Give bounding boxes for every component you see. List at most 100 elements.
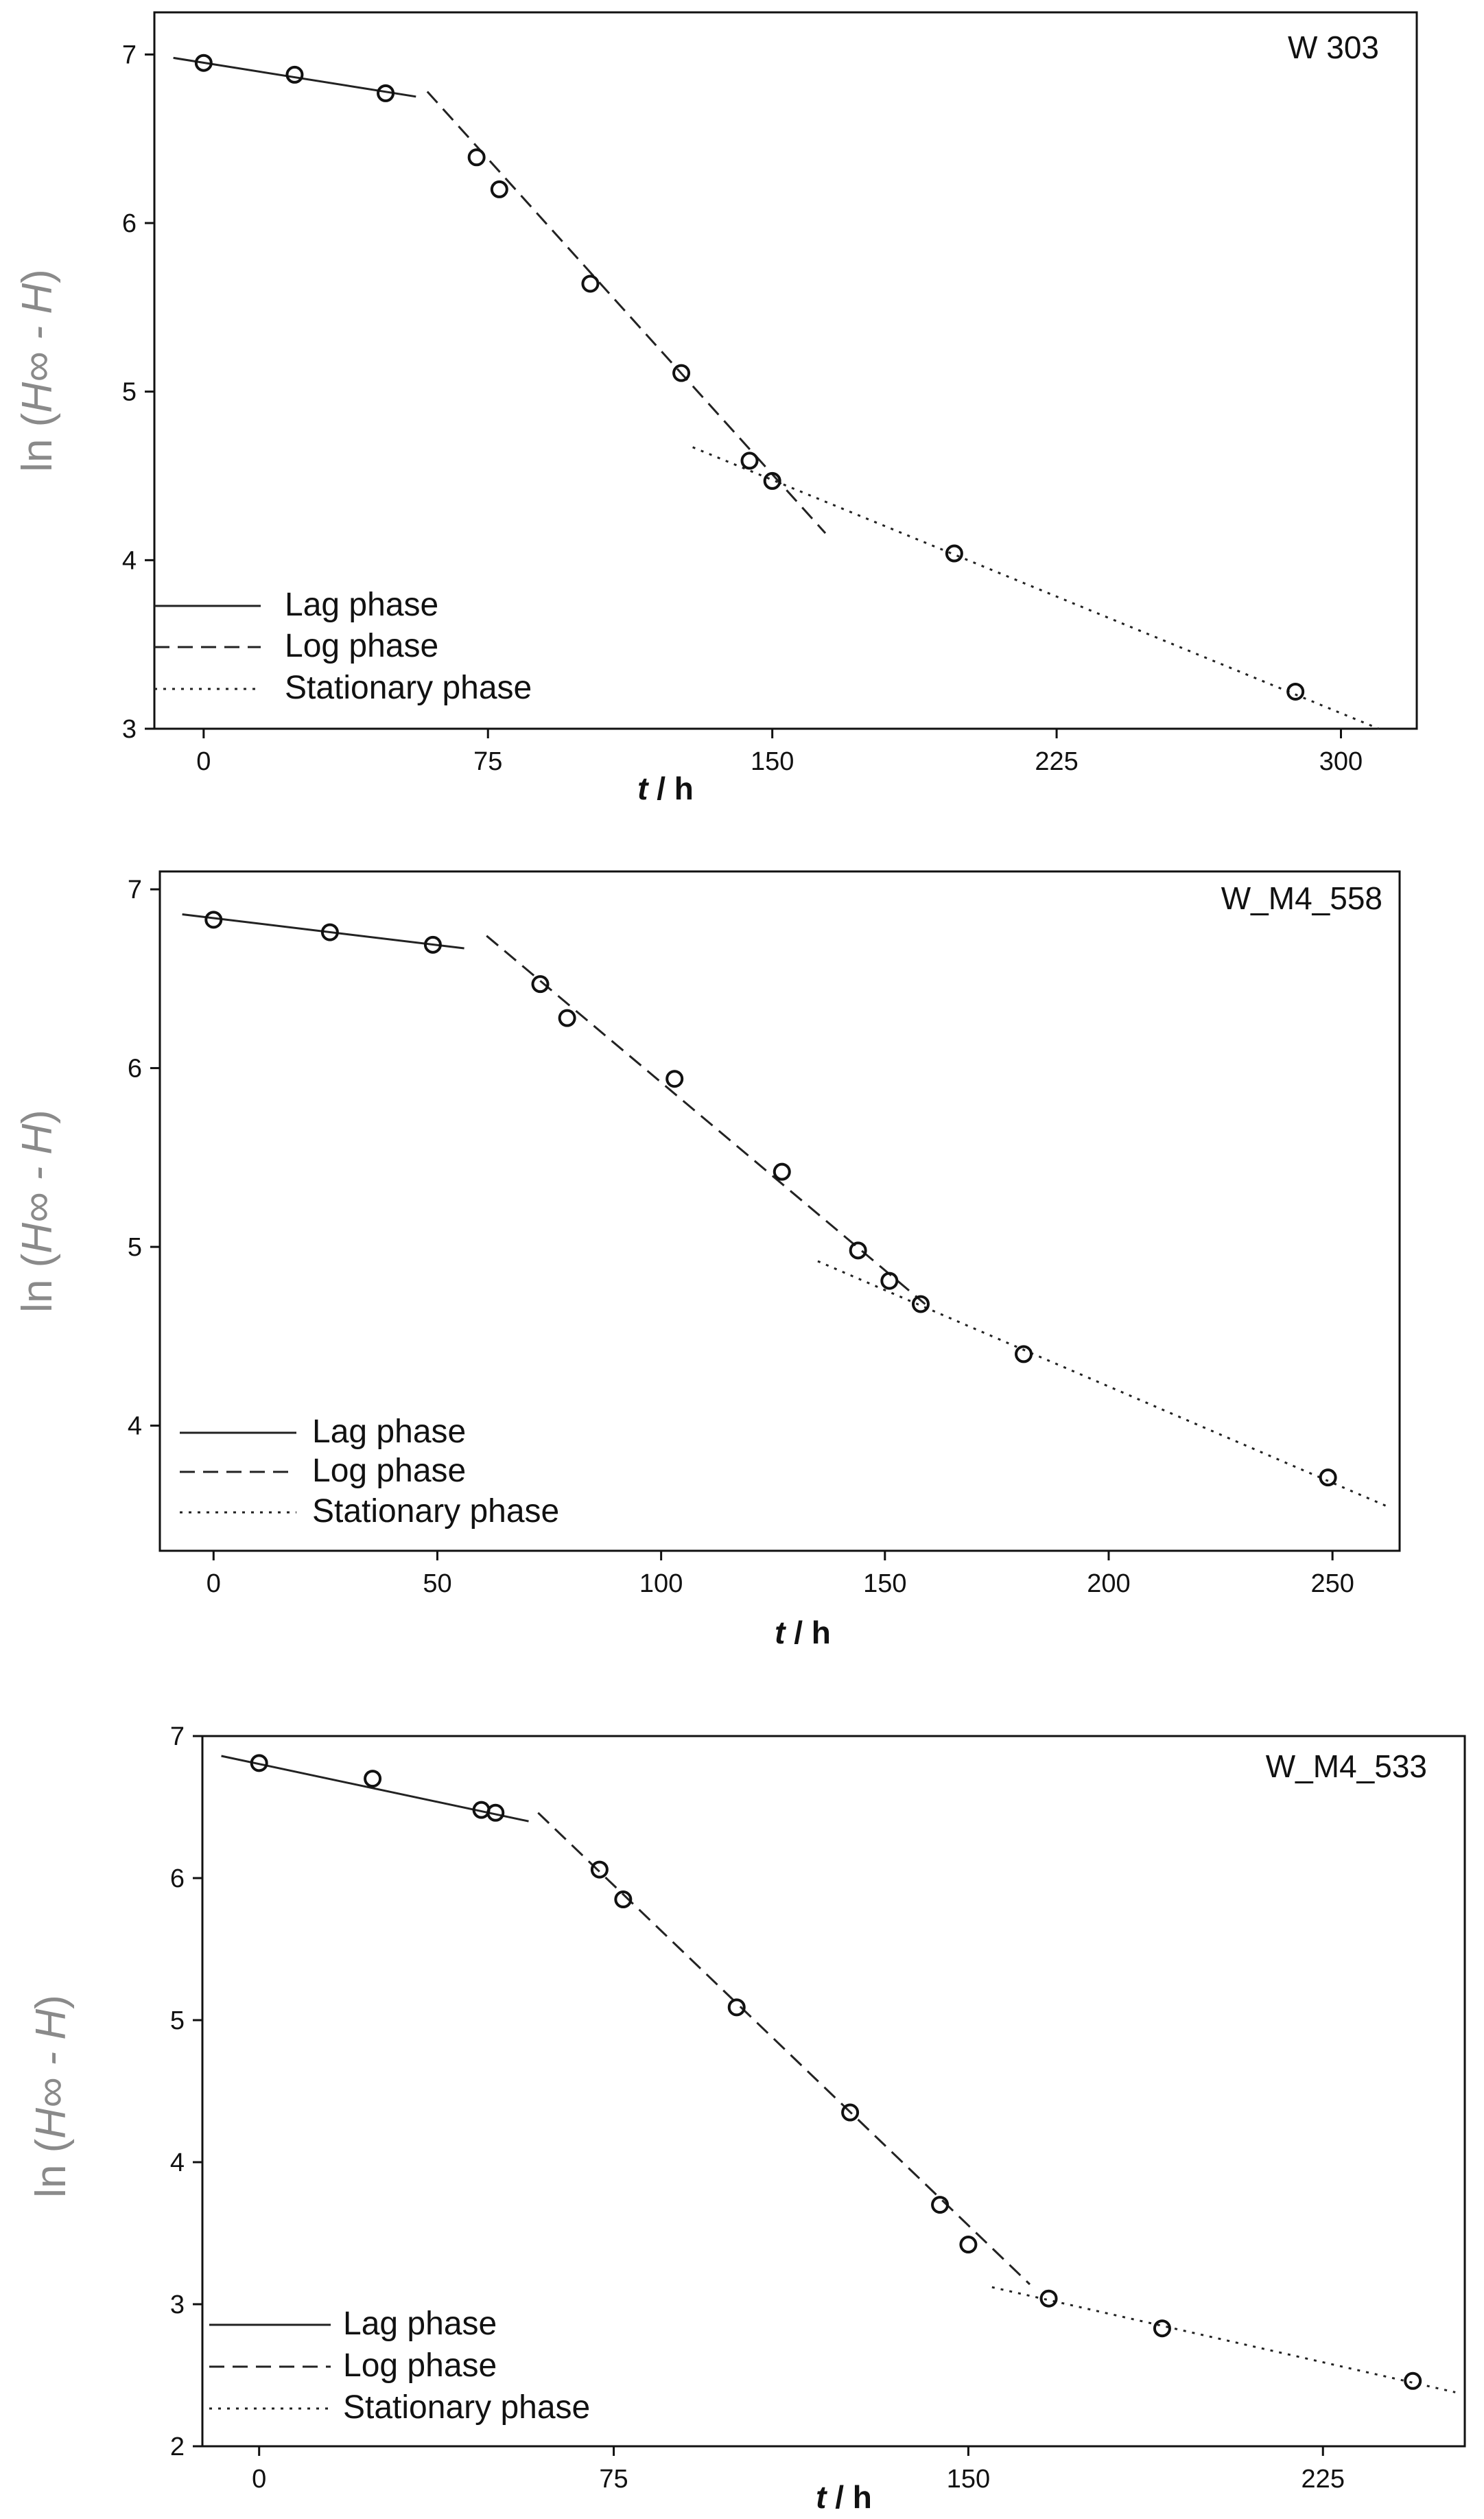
y-tick-label: 7 [122,40,137,69]
data-point [841,2103,860,2122]
y-axis-label: ln (H∞ - H) [14,269,61,472]
x-tick-label: 225 [1035,747,1078,776]
data-point [486,1803,505,1822]
legend-label-lag-phase: Lag phase [285,587,438,623]
legend-label-stationary-phase: Stationary phase [343,2389,590,2426]
y-axis-label-suffix: ) [27,1995,75,2009]
y-axis-label-suffix: ) [14,1110,61,1124]
data-point [194,54,213,72]
y-tick-label: 3 [170,2290,185,2319]
data-point [849,1241,867,1260]
x-axis-label-rest: / h [826,2479,871,2515]
x-tick-label: 0 [196,747,211,776]
x-tick-label: 150 [751,747,794,776]
x-axis-label-italic: t [816,2479,827,2515]
log-phase-fit-line [486,935,926,1305]
log-phase-fit-line [537,1812,1031,2286]
y-tick-label: 5 [128,1233,142,1262]
x-tick-label: 75 [599,2465,628,2494]
stationary-phase-fit-line [817,1260,1391,1509]
data-point [467,148,486,167]
data-point [590,1860,609,1879]
y-tick-label: 4 [122,546,137,575]
x-tick-label: 150 [863,1569,906,1598]
x-tick-label: 250 [1310,1569,1354,1598]
plot-frame [158,870,1401,1552]
y-axis-label-italic: H∞ - H [14,1124,61,1254]
x-axis-label: t / h [775,1615,831,1650]
y-axis-label-italic: H∞ - H [14,283,61,413]
data-point [666,1070,684,1088]
y-tick-label: 5 [170,2006,185,2035]
data-point [911,1295,930,1313]
data-point [423,935,442,954]
data-point [614,1890,633,1909]
stationary-phase-fit-line [991,2286,1456,2393]
x-axis-label-rest: / h [648,771,693,806]
y-tick-label: 3 [122,715,137,744]
chart-w-m4-533: 0 75 150 225 2 3 4 5 6 7 W_M4_533 Lag phase Log phas… [27,1722,1466,2515]
y-axis-label: ln (H∞ - H) [27,1995,75,2198]
data-point [945,544,963,563]
x-tick-label: 50 [423,1569,451,1598]
y-tick-label: 4 [128,1412,142,1441]
y-tick-label: 7 [128,876,142,904]
data-point [204,911,223,929]
legend-label-stationary-phase: Stationary phase [312,1493,559,1530]
data-point [377,84,395,102]
legend-label-log-phase: Log phase [312,1453,466,1489]
legend-label-log-phase: Log phase [343,2347,497,2384]
data-point [1153,2319,1171,2338]
data-point [581,274,600,293]
x-tick-label: 225 [1302,2465,1345,2494]
y-tick-label: 4 [170,2148,185,2177]
x-axis-label-rest: / h [785,1615,830,1650]
chart-w303: 0 75 150 225 300 3 4 5 6 7 W 303 Lag phase Log phase… [14,11,1418,806]
y-axis-label-suffix: ) [14,269,61,283]
data-point [1286,682,1305,701]
data-point [763,471,781,490]
lag-phase-fit-line [221,1755,529,1823]
data-point [880,1272,899,1290]
data-point [285,65,304,84]
data-point [931,2196,950,2214]
y-axis-label-prefix: ln ( [14,1253,61,1312]
data-point [531,975,550,994]
data-point [1015,1345,1033,1363]
panel-label: W_M4_533 [1266,1748,1427,1784]
legend-label-log-phase: Log phase [285,628,438,664]
lag-phase-fit-line [173,56,416,98]
y-axis-label-italic: H∞ - H [27,2009,75,2139]
plot-frame [201,1735,1466,2448]
data-point [727,1998,746,2017]
panel-label: W 303 [1288,30,1379,65]
x-axis-label: t / h [816,2479,872,2515]
y-tick-label: 7 [170,1722,185,1751]
x-axis-label-italic: t [637,771,649,806]
panel-label: W_M4_558 [1221,880,1382,916]
x-axis-label: t / h [637,771,694,806]
y-tick-label: 6 [170,1864,185,1893]
data-point [959,2236,978,2254]
y-axis-label-prefix: ln ( [27,2138,75,2197]
data-point [364,1770,382,1788]
legend-label-stationary-phase: Stationary phase [285,670,532,706]
x-tick-label: 200 [1087,1569,1130,1598]
x-tick-label: 0 [207,1569,221,1598]
y-axis-label-prefix: ln ( [14,412,61,471]
data-point [250,1754,268,1772]
y-tick-label: 2 [170,2433,185,2461]
plot-frame [153,11,1418,730]
y-tick-label: 6 [128,1055,142,1083]
legend-label-lag-phase: Lag phase [343,2306,497,2342]
data-point [672,364,691,382]
y-tick-label: 6 [122,209,137,238]
data-point [740,452,759,470]
chart-w-m4-558: 0 50 100 150 200 250 4 5 6 7 W_M4_558 Lag phaseLog … [14,870,1401,1650]
x-tick-label: 300 [1319,747,1363,776]
x-tick-label: 100 [639,1569,683,1598]
data-point [1319,1468,1337,1487]
legend-label-lag-phase: Lag phase [312,1414,466,1450]
y-axis-label: ln (H∞ - H) [14,1110,61,1313]
x-tick-label: 75 [473,747,502,776]
